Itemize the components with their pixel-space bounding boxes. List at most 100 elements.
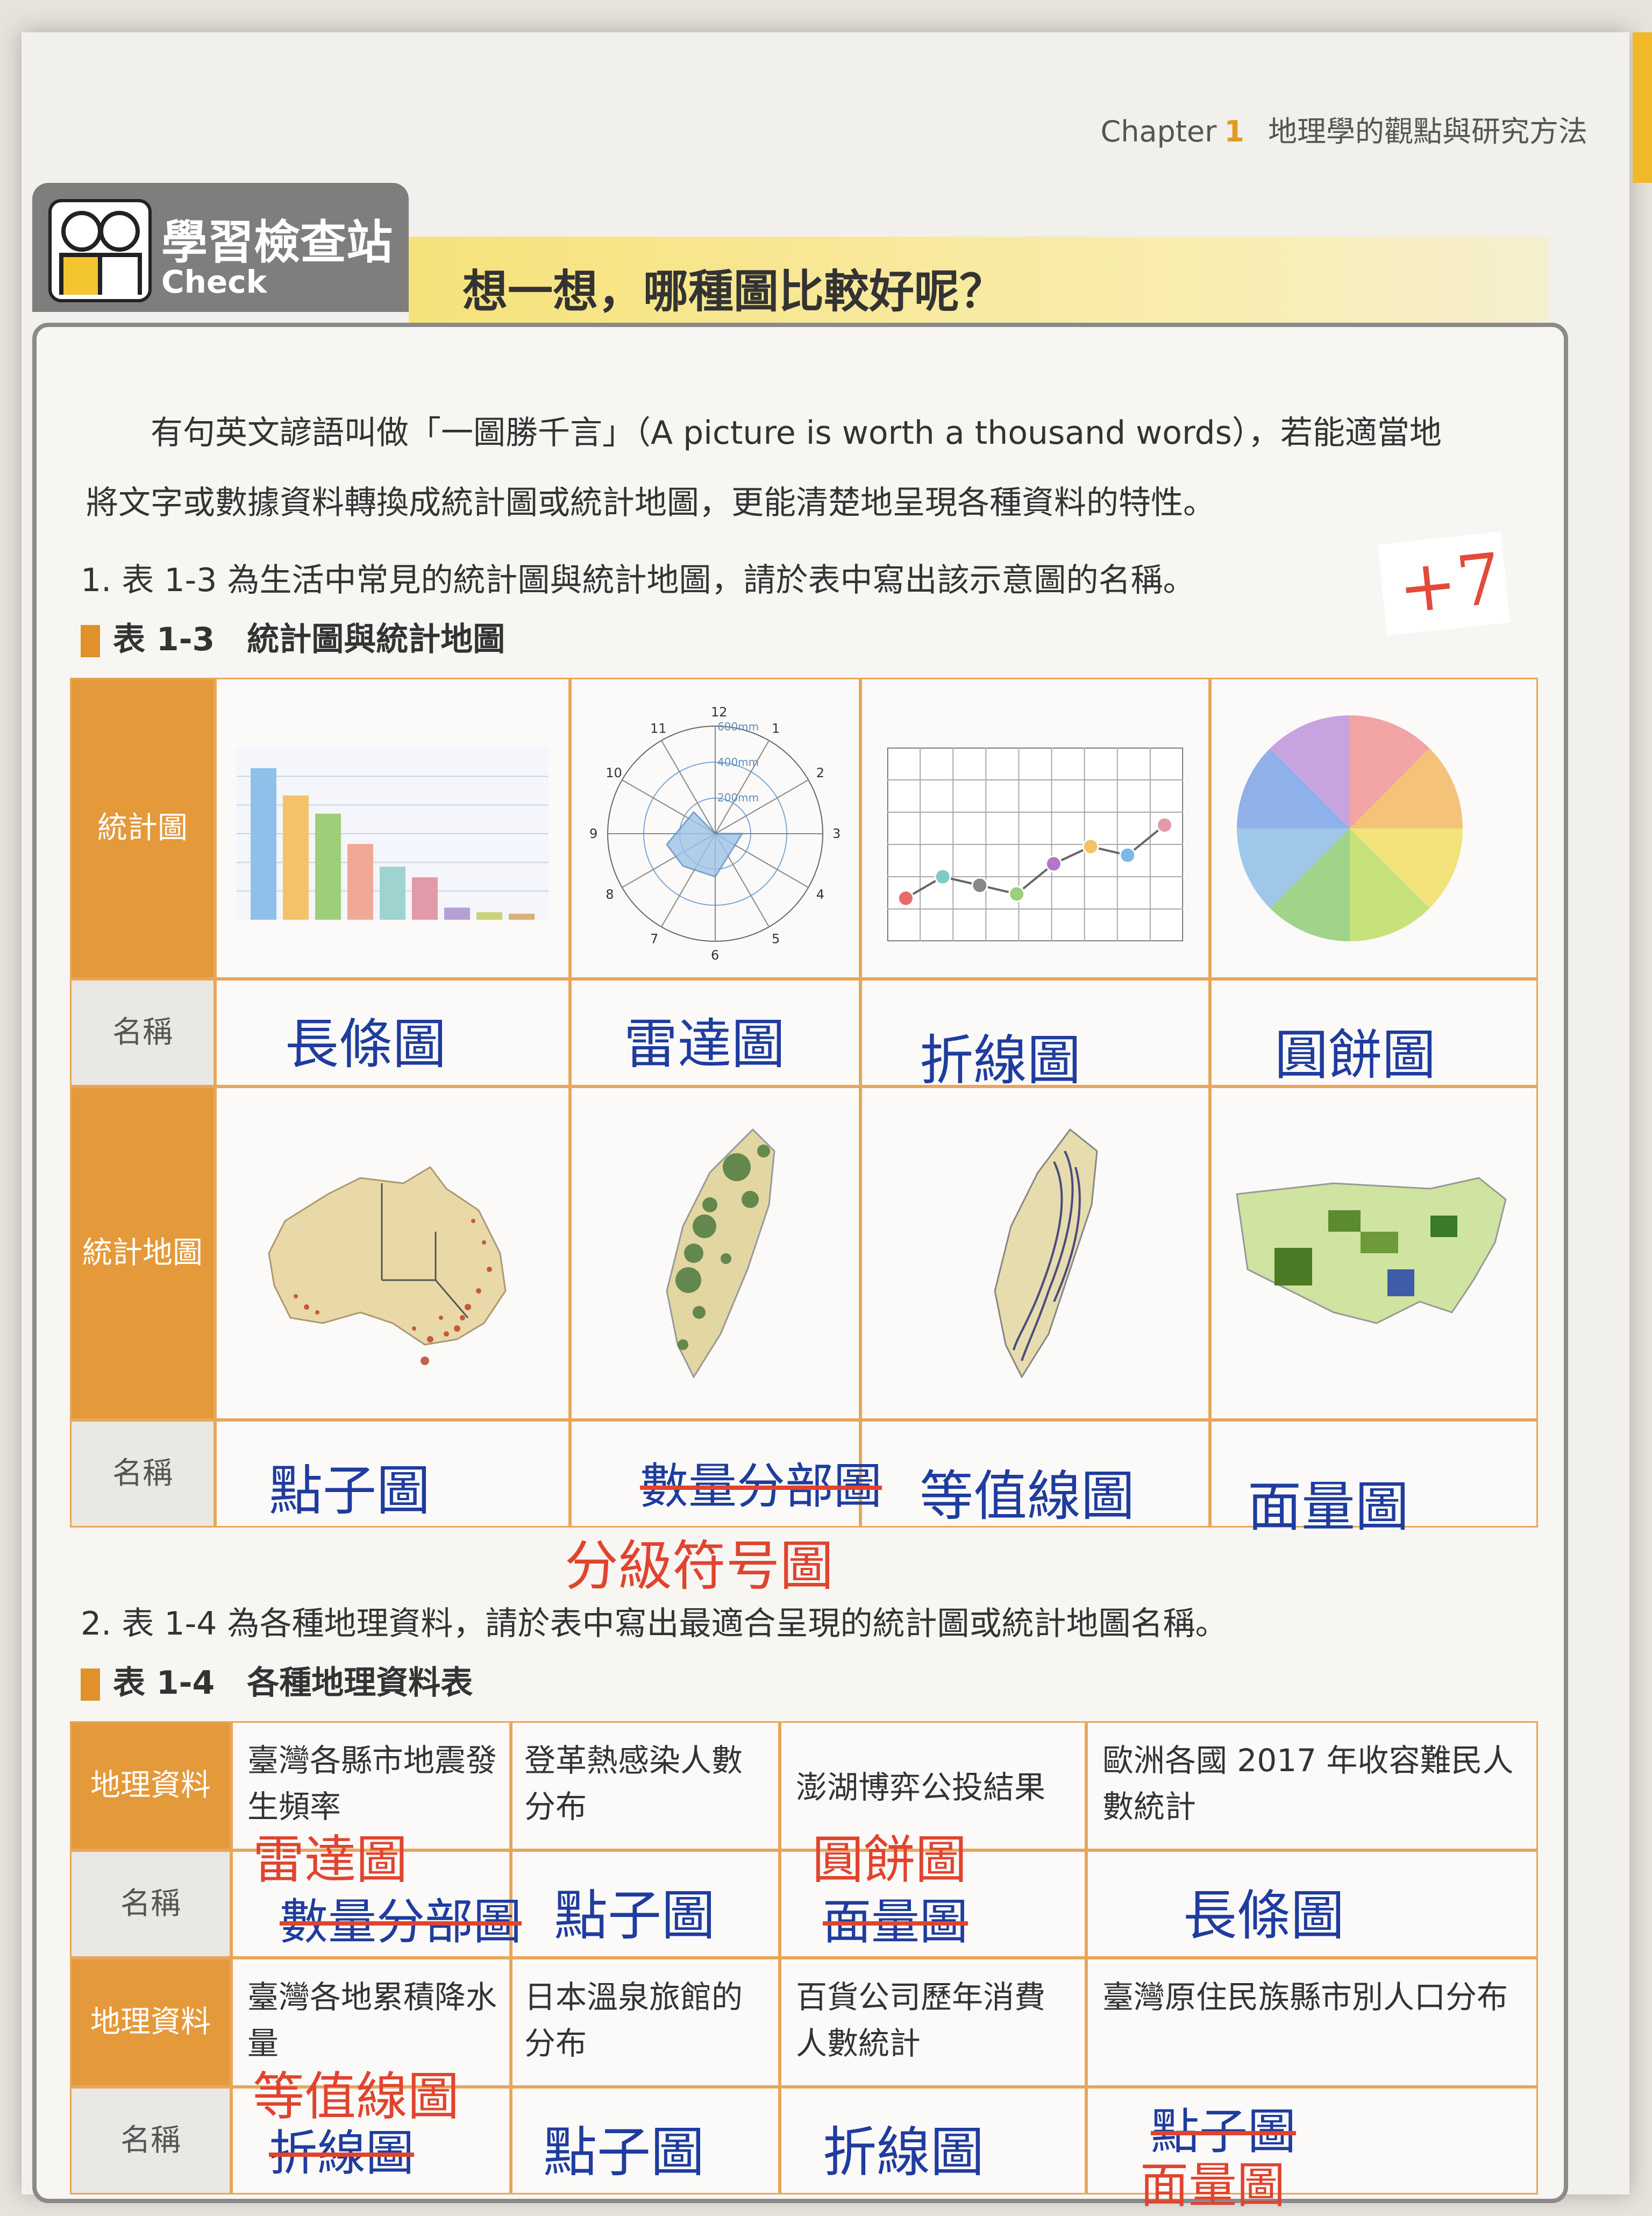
t14-name-label-2: 名稱 — [70, 2087, 231, 2194]
australia-dot-map — [268, 1166, 507, 1365]
radar-label: 7 — [650, 932, 658, 947]
answer-radar-chart: 雷達圖 — [624, 1013, 785, 1076]
intro-paragraph: 有句英文諺語叫做「一圖勝千言」（A picture is worth a tho… — [86, 398, 1506, 538]
usa-choropleth-map — [1236, 1177, 1507, 1324]
question-2: 2. 表 1-4 為各種地理資料，請於表中寫出最適合呈現的統計圖或統計地圖名稱。 — [81, 1605, 1228, 1643]
geo-data-5: 臺灣各地累積降水量 — [247, 1979, 497, 2062]
pie-slice — [1270, 828, 1350, 941]
pie-slice — [1350, 828, 1463, 908]
bar-chart-illustration — [237, 748, 549, 920]
bar-mark — [315, 813, 341, 920]
line-point — [934, 868, 951, 885]
line-point — [897, 890, 914, 907]
t14-cell — [231, 2087, 511, 2194]
chapter-label: Chapter — [1100, 115, 1217, 148]
t14-cell — [231, 1721, 511, 1850]
t14-answer-4: 長條圖 — [1183, 1884, 1344, 1947]
t14-answer-2: 點子圖 — [554, 1884, 715, 1947]
radar-spoke — [715, 740, 770, 834]
t14-cell — [511, 1721, 780, 1850]
t14-cell — [1086, 1721, 1538, 1850]
t14-cell — [511, 2087, 780, 2194]
radar-label: 4 — [816, 887, 824, 902]
pie-slice — [1237, 748, 1350, 828]
answer-pie-chart: 圓餅圖 — [1274, 1024, 1436, 1086]
page-edge-tab — [1633, 32, 1652, 183]
t14-data-label-1: 地理資料 — [70, 1721, 231, 1850]
t14-cell — [1086, 1850, 1538, 1958]
check-title-cn: 學習檢查站 — [161, 216, 393, 269]
bar-mark — [251, 768, 276, 920]
radar-label: 8 — [606, 887, 614, 902]
row-label-chart: 統計圖 — [70, 678, 215, 979]
chapter-title: 地理學的觀點與研究方法 — [1268, 115, 1587, 148]
t14-correction-3: 圓餅圖 — [812, 1830, 967, 1890]
pie-slice — [1237, 828, 1350, 908]
table-1-4-title: 表 1-4 各種地理資料表 — [81, 1657, 473, 1703]
line-chart-illustration — [887, 748, 1183, 941]
t14-correction-5: 等值線圖 — [253, 2066, 459, 2127]
t14-cell — [780, 1958, 1086, 2087]
t14-answer-3: 面量圖 — [823, 1894, 968, 1950]
cell-answer-3 — [860, 979, 1210, 1086]
geo-data-8: 臺灣原住民族縣市別人口分布 — [1102, 1979, 1508, 2015]
pie-chart-illustration — [1237, 715, 1463, 941]
pie-slice — [1350, 715, 1430, 828]
cell-answer-7 — [860, 1420, 1210, 1528]
answer-choropleth-map: 面量圖 — [1248, 1475, 1409, 1538]
radar-label: 12 — [711, 705, 728, 720]
taiwan-isoline-map — [994, 1128, 1098, 1379]
score-value: +7 — [1394, 537, 1506, 630]
cell-answer-2 — [570, 979, 860, 1086]
t14-cell — [780, 2087, 1086, 2194]
bar-mark — [283, 795, 309, 920]
table-1-3-title: 表 1-3 統計圖與統計地圖 — [81, 613, 505, 660]
correction-symbol-map: 分級符号圖 — [565, 1535, 834, 1597]
t14-answer-7: 折線圖 — [823, 2121, 984, 2184]
t14-answer-5: 折線圖 — [269, 2125, 414, 2182]
table-1-4-name: 各種地理資料表 — [247, 1664, 473, 1702]
bar-mark — [347, 844, 373, 920]
answer-symbol-map-crossed: 數量分部圖 — [640, 1458, 882, 1515]
answer-line-chart: 折線圖 — [920, 1029, 1081, 1092]
cell-answer-8 — [1210, 1420, 1538, 1528]
pie-slice — [1270, 715, 1350, 828]
t14-answer-8: 點子圖 — [1151, 2104, 1296, 2160]
t14-cell — [511, 1958, 780, 2087]
taiwan-symbol-map — [666, 1128, 775, 1379]
pie-slice — [1350, 828, 1430, 941]
chapter-header: Chapter 1 地理學的觀點與研究方法 — [1101, 108, 1587, 150]
radar-ring-3: 200mm — [717, 791, 759, 804]
cell-answer-5 — [215, 1420, 570, 1528]
cell-answer-6 — [570, 1420, 860, 1528]
table-1-3-name: 統計圖與統計地圖 — [247, 621, 505, 658]
row-label-name-2: 名稱 — [70, 1420, 215, 1528]
radar-ring-1: 600mm — [717, 720, 759, 733]
t14-correction-1: 雷達圖 — [253, 1830, 408, 1890]
table-1-3-num: 表 1-3 — [113, 621, 215, 658]
t14-cell — [1086, 1958, 1538, 2087]
bar-mark — [412, 877, 438, 920]
pie-slice — [1350, 748, 1463, 828]
answer-bar-chart: 長條圖 — [285, 1013, 446, 1076]
line-point — [1119, 847, 1136, 864]
t14-answer-6: 點子圖 — [543, 2121, 704, 2184]
line-point — [1082, 838, 1099, 855]
answer-isoline-map: 等值線圖 — [920, 1465, 1135, 1528]
radar-label: 10 — [606, 765, 622, 780]
bar-mark — [476, 912, 502, 920]
radar-spoke — [715, 779, 809, 834]
bar-mark — [444, 907, 470, 920]
geo-data-1: 臺灣各縣市地震發生頻率 — [247, 1742, 497, 1825]
line-point — [971, 877, 988, 894]
banner-title: 想一想，哪種圖比較好呢？ — [462, 265, 1005, 318]
students-icon — [48, 199, 152, 302]
radar-label: 1 — [772, 721, 780, 736]
answer-dot-map: 點子圖 — [269, 1459, 430, 1522]
row-label-map: 統計地圖 — [70, 1086, 215, 1420]
row-label-name-1: 名稱 — [70, 979, 215, 1086]
intro-line-2: 將文字或數據資料轉換成統計圖或統計地圖，更能清楚地呈現各種資料的特性。 — [86, 484, 1215, 522]
cell-answer-4 — [1210, 979, 1538, 1086]
radar-label: 2 — [816, 765, 824, 780]
